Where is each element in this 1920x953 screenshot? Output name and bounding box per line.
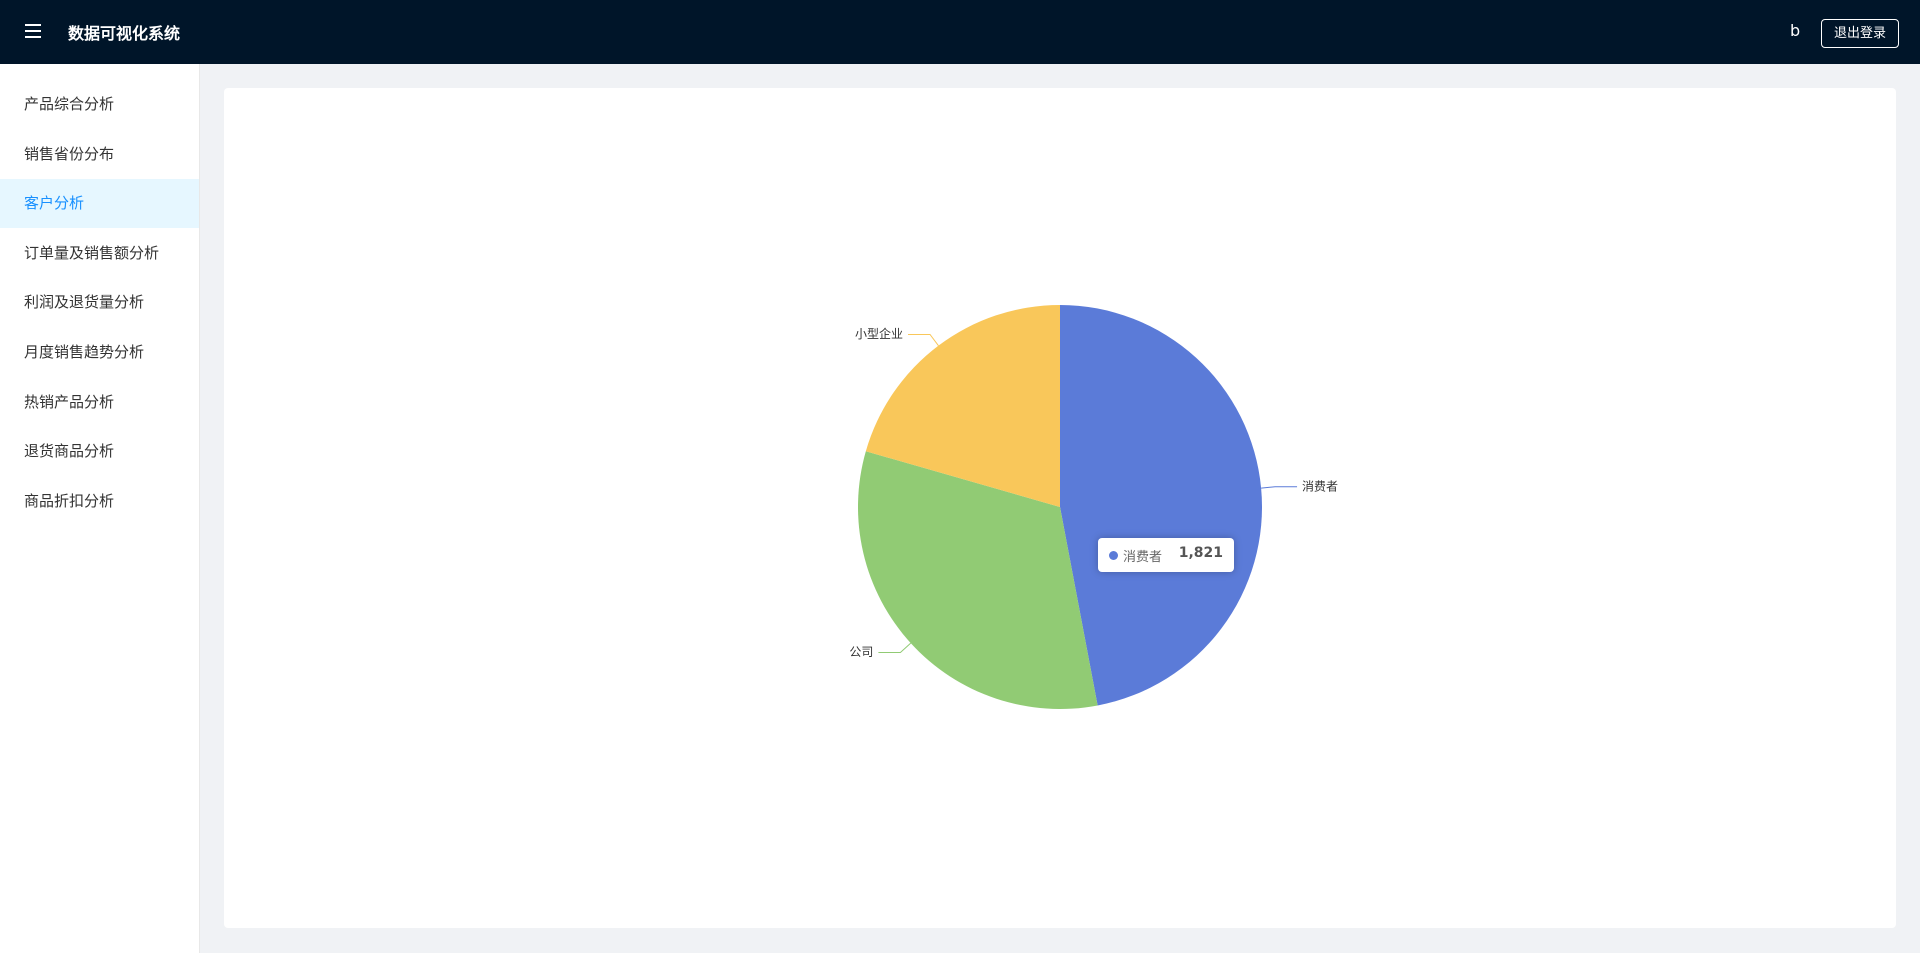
menu-item[interactable]: 利润及退货量分析: [24, 293, 145, 312]
menu-item[interactable]: 客户分析: [0, 179, 199, 229]
menu-item[interactable]: 月度销售趋势分析: [24, 343, 145, 361]
chart-card: 消费者公司 小型企业 消费者 1,821: [224, 88, 1896, 928]
sidebar: 产品综合分析 销售省份分布客户分析订单量及销售额分析 利润及退货量分析 月度销售趋势分…: [0, 64, 200, 953]
user-name: b: [1790, 21, 1801, 40]
pie-slice: [865, 305, 1060, 507]
logout-button[interactable]: 退出登录: [1821, 19, 1899, 48]
app-title: 数据可视化系统: [68, 24, 181, 43]
tooltip-dot: [1109, 551, 1118, 560]
menu-item[interactable]: 商品折扣分析: [24, 491, 115, 510]
tooltip: 消费者 1,821: [1098, 538, 1234, 572]
menu-item[interactable]: 退货商品分析: [24, 442, 115, 461]
menu-item[interactable]: 销售省份分布: [24, 144, 115, 163]
slice-label: 公司: [849, 645, 873, 659]
menu-item[interactable]: 热销产品分析: [24, 392, 115, 411]
tooltip-value: 1,821: [1178, 545, 1223, 561]
label-line: [908, 333, 939, 346]
slice-label: 消费者: [1302, 479, 1338, 493]
label-line: [878, 642, 912, 654]
menu-item[interactable]: 订单量及销售额分析: [24, 243, 160, 262]
label-line: [1261, 486, 1298, 489]
top-bar: 数据可视化系统 b 退出登录: [0, 0, 1920, 64]
tooltip-name: 消费者: [1123, 550, 1163, 565]
pie-slice: [858, 451, 1098, 709]
slice-label: 小型企业: [855, 326, 903, 341]
pie-slice: [1060, 305, 1262, 706]
menu-item[interactable]: 产品综合分析: [24, 95, 115, 113]
menu-toggle[interactable]: [25, 22, 43, 40]
